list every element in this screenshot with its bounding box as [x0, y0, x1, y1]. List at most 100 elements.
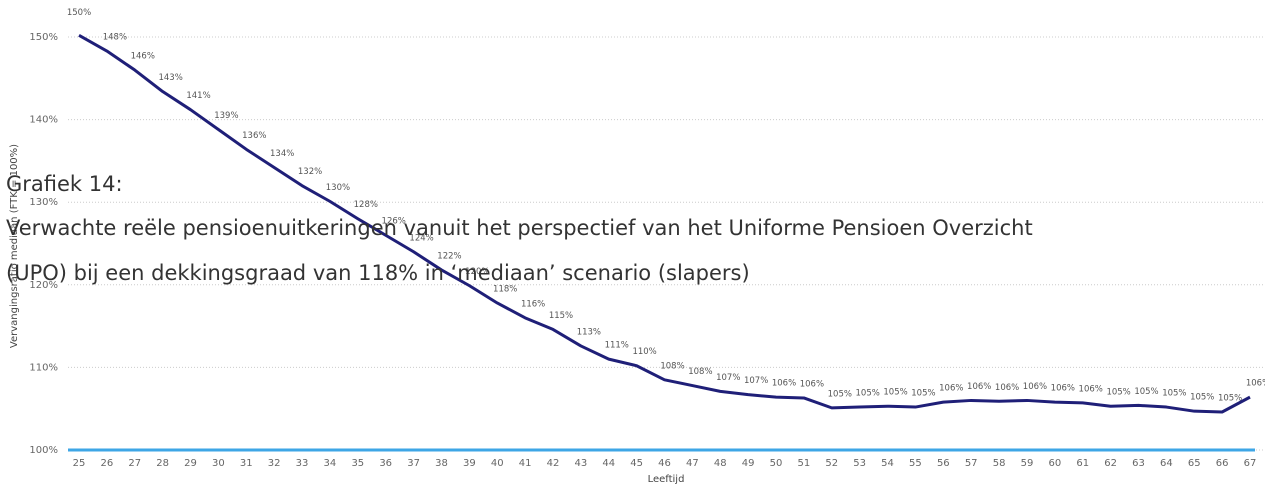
- x-tick-label: 65: [1188, 458, 1201, 469]
- x-tick-label: 43: [574, 458, 587, 469]
- data-label: 146%: [131, 52, 155, 62]
- data-label: 105%: [1218, 394, 1242, 404]
- data-label: 106%: [800, 379, 824, 389]
- data-label: 148%: [103, 33, 127, 43]
- data-label: 106%: [939, 384, 963, 394]
- data-label: 106%: [995, 383, 1019, 393]
- x-tick-label: 29: [184, 458, 197, 469]
- data-label: 106%: [1246, 379, 1265, 389]
- x-tick-label: 37: [407, 458, 420, 469]
- x-tick-label: 32: [268, 458, 281, 469]
- data-label: 120%: [465, 267, 489, 277]
- data-label: 108%: [688, 367, 712, 377]
- x-tick-label: 35: [351, 458, 364, 469]
- x-tick-label: 49: [742, 458, 755, 469]
- data-label: 118%: [493, 284, 517, 294]
- x-tick-label: 55: [909, 458, 922, 469]
- data-label: 105%: [883, 388, 907, 398]
- data-label: 105%: [856, 389, 880, 399]
- data-label: 128%: [354, 200, 378, 210]
- caption-line: Verwachte reële pensioenuitkeringen vanu…: [6, 216, 1033, 240]
- y-tick-label: 110%: [29, 362, 58, 373]
- x-tick-label: 27: [128, 458, 141, 469]
- caption-line: (UPO) bij een dekkingsgraad van 118% in …: [6, 261, 750, 285]
- data-label: 106%: [1079, 384, 1103, 394]
- x-tick-label: 62: [1104, 458, 1117, 469]
- x-tick-label: 28: [156, 458, 169, 469]
- data-label: 105%: [1134, 387, 1158, 397]
- x-tick-label: 36: [379, 458, 392, 469]
- x-tick-label: 59: [1021, 458, 1034, 469]
- data-label: 106%: [967, 382, 991, 392]
- data-label: 106%: [1023, 382, 1047, 392]
- data-label: 108%: [660, 361, 684, 371]
- x-tick-label: 50: [770, 458, 783, 469]
- x-tick-label: 67: [1244, 458, 1257, 469]
- x-tick-label: 38: [435, 458, 448, 469]
- data-label: 107%: [716, 373, 740, 383]
- x-tick-label: 61: [1076, 458, 1089, 469]
- x-tick-label: 53: [853, 458, 866, 469]
- data-label: 113%: [577, 327, 601, 337]
- x-tick-label: 56: [937, 458, 950, 469]
- x-tick-label: 48: [714, 458, 727, 469]
- x-tick-label: 52: [825, 458, 838, 469]
- data-label: 105%: [1190, 393, 1214, 403]
- x-tick-label: 63: [1132, 458, 1145, 469]
- y-axis-title: Vervangingsratio mediaan (FTK = 100%): [9, 144, 20, 348]
- x-tick-label: 41: [519, 458, 532, 469]
- x-tick-label: 31: [240, 458, 253, 469]
- x-tick-label: 39: [463, 458, 476, 469]
- y-tick-label: 100%: [29, 445, 58, 456]
- data-label: 115%: [549, 311, 573, 321]
- data-label: 130%: [326, 183, 350, 193]
- y-tick-label: 150%: [29, 32, 58, 43]
- y-tick-label: 140%: [29, 115, 58, 126]
- data-label: 132%: [298, 167, 322, 177]
- data-label: 105%: [911, 389, 935, 399]
- x-tick-label: 47: [686, 458, 699, 469]
- data-label: 106%: [1051, 384, 1075, 394]
- data-label: 107%: [744, 376, 768, 386]
- x-tick-label: 44: [602, 458, 615, 469]
- x-tick-label: 45: [630, 458, 643, 469]
- x-tick-label: 33: [296, 458, 309, 469]
- y-tick-label: 130%: [29, 197, 58, 208]
- x-tick-label: 30: [212, 458, 225, 469]
- x-tick-label: 25: [73, 458, 86, 469]
- data-label: 105%: [1162, 389, 1186, 399]
- data-line: [78, 34, 1251, 414]
- x-axis-title: Leeftijd: [648, 474, 685, 485]
- x-tick-label: 46: [658, 458, 671, 469]
- y-tick-label: 120%: [29, 280, 58, 291]
- plot-area: 100% 110% 120% 130% 140% 150% 25 26 27 28 29 30 31 32…: [29, 8, 1265, 469]
- x-tick-label: 51: [798, 458, 811, 469]
- data-label: 150%: [67, 8, 91, 18]
- x-tick-label: 66: [1216, 458, 1229, 469]
- data-label: 122%: [437, 251, 461, 261]
- x-tick-label: 60: [1048, 458, 1061, 469]
- data-label: 111%: [605, 341, 629, 351]
- caption-label: Grafiek 14:: [6, 172, 123, 196]
- data-label: 116%: [521, 299, 545, 309]
- x-tick-label: 26: [101, 458, 114, 469]
- data-label: 139%: [214, 111, 238, 121]
- x-tick-label: 54: [881, 458, 894, 469]
- x-tick-label: 42: [547, 458, 560, 469]
- x-tick-label: 64: [1160, 458, 1173, 469]
- data-label: 126%: [382, 217, 406, 227]
- data-label: 134%: [270, 149, 294, 159]
- data-label: 106%: [772, 379, 796, 389]
- data-label: 136%: [242, 131, 266, 141]
- data-label: 105%: [1106, 388, 1130, 398]
- data-label: 143%: [158, 73, 182, 83]
- x-tick-label: 34: [324, 458, 337, 469]
- data-label: 124%: [409, 233, 433, 243]
- data-label: 105%: [828, 389, 852, 399]
- x-tick-label: 40: [491, 458, 504, 469]
- x-tick-label: 58: [993, 458, 1006, 469]
- data-label: 141%: [186, 91, 210, 101]
- data-label: 110%: [632, 347, 656, 357]
- x-tick-label: 57: [965, 458, 978, 469]
